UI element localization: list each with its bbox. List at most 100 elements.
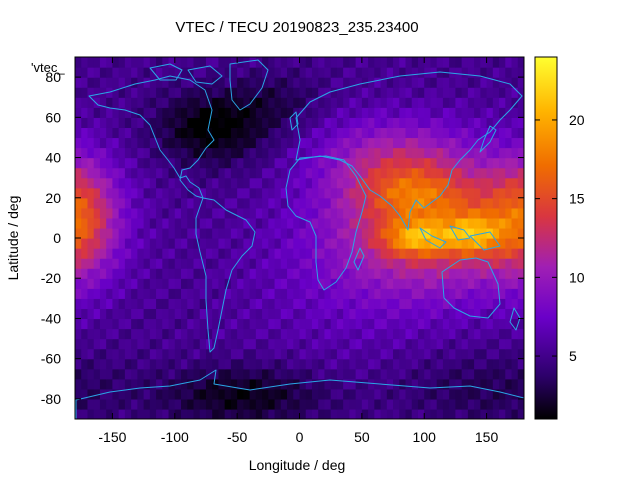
heatmap-cell [243,207,251,219]
heatmap-cell [430,147,438,159]
heatmap-cell [499,197,506,209]
heatmap-cell [93,358,101,370]
heatmap-cell [305,328,313,340]
heatmap-cell [399,288,407,299]
heatmap-cell [106,238,114,249]
heatmap-cell [224,378,232,390]
heatmap-cell [355,298,363,309]
heatmap-cell [87,67,95,78]
heatmap-cell [343,127,350,139]
heatmap-cell [81,67,89,78]
heatmap-cell [174,117,182,128]
heatmap-cell [386,87,394,98]
heatmap-cell [230,238,238,249]
heatmap-cell [461,358,469,370]
heatmap-cell [424,278,432,289]
heatmap-cell [156,87,163,98]
heatmap-cell [137,97,145,108]
heatmap-cell [467,227,475,239]
heatmap-cell [430,127,438,139]
heatmap-cell [112,177,120,189]
heatmap-cell [93,127,101,139]
heatmap-cell [81,258,89,269]
heatmap-cell [324,227,332,239]
heatmap-cell [318,298,326,309]
heatmap-cell [343,358,350,370]
heatmap-cell [237,348,244,360]
heatmap-cell [212,288,220,299]
heatmap-cell [417,187,425,199]
heatmap-cell [455,227,463,239]
heatmap-cell [417,157,425,169]
heatmap-cell [224,328,232,340]
heatmap-cell [318,127,326,139]
heatmap-cell [355,107,363,118]
heatmap-cell [386,408,394,419]
heatmap-cell [268,258,276,269]
heatmap-cell [417,217,425,229]
heatmap-cell [106,217,114,229]
heatmap-cell [386,207,394,219]
heatmap-cell [480,167,488,179]
heatmap-cell [131,167,138,179]
heatmap-cell [237,308,244,320]
heatmap-cell [75,227,82,239]
heatmap-cell [349,398,357,410]
heatmap-cell [324,398,332,410]
heatmap-cell [380,67,388,78]
heatmap-cell [336,137,344,149]
heatmap-cell [368,107,375,118]
heatmap-cell [181,348,188,360]
heatmap-cell [455,147,463,159]
heatmap-cell [106,308,114,320]
heatmap-cell [368,77,375,88]
heatmap-cell [436,177,444,189]
heatmap-cell [442,97,450,108]
heatmap-cell [492,318,500,330]
heatmap-cell [299,197,307,209]
heatmap-cell [324,378,332,390]
heatmap-cell [262,227,269,239]
heatmap-cell [305,197,313,209]
heatmap-cell [193,318,201,330]
heatmap-cell [137,238,145,249]
heatmap-cell [343,408,350,419]
heatmap-cell [505,207,513,219]
heatmap-cell [181,398,188,410]
heatmap-cell [336,308,344,320]
heatmap-cell [517,288,524,299]
heatmap-cell [156,97,163,108]
heatmap-cell [499,298,506,309]
heatmap-cell [461,97,469,108]
heatmap-cell [318,388,326,400]
heatmap-cell [230,177,238,189]
heatmap-cell [299,97,307,108]
heatmap-cell [87,288,95,299]
heatmap-cell [299,308,307,320]
heatmap-cell [199,127,207,139]
heatmap-cell [380,258,388,269]
heatmap-cell [330,117,338,128]
heatmap-cell [455,177,463,189]
heatmap-cell [336,408,344,419]
heatmap-cell [417,258,425,269]
heatmap-cell [449,238,457,249]
heatmap-cell [255,87,263,98]
heatmap-cell [330,268,338,279]
heatmap-cell [405,248,413,259]
heatmap-cell [393,127,400,139]
heatmap-cell [75,248,82,259]
heatmap-cell [517,398,524,410]
heatmap-cell [230,338,238,350]
heatmap-cell [274,288,282,299]
heatmap-cell [212,318,220,330]
heatmap-cell [324,298,332,309]
heatmap-cell [430,248,438,259]
heatmap-cell [467,57,475,68]
heatmap-cell [287,318,294,330]
heatmap-cell [99,318,107,330]
heatmap-cell [480,127,488,139]
heatmap-cell [318,238,326,249]
heatmap-cell [156,398,163,410]
heatmap-cell [212,328,220,340]
